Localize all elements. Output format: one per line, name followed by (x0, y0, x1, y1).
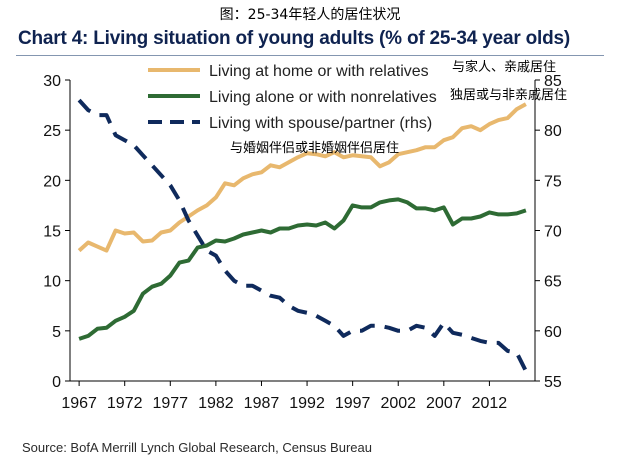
legend-label: Living at home or with relatives (209, 63, 429, 80)
x-tick-label: 1992 (289, 395, 325, 412)
legend-label: Living alone or with nonrelatives (209, 89, 437, 106)
left-tick-label: 30 (43, 73, 61, 90)
series-line-1 (77, 102, 527, 253)
x-tick-label: 1987 (244, 395, 280, 412)
legend: Living at home or with relatives Living a… (148, 63, 437, 132)
right-tick-label: 65 (544, 274, 562, 291)
series-annotation: 与家人、亲戚居住 (452, 59, 556, 75)
x-tick-label: 2002 (380, 395, 416, 412)
x-tick-label: 2012 (472, 395, 508, 412)
series-line-3 (77, 98, 528, 372)
left-tick-label: 0 (52, 374, 61, 391)
legend-label: Living with spouse/partner (rhs) (209, 115, 432, 132)
chart-title: Chart 4: Living situation of young adult… (18, 28, 570, 49)
left-tick-label: 15 (43, 224, 61, 241)
left-tick-label: 20 (43, 173, 61, 190)
right-tick-label: 55 (544, 374, 562, 391)
left-tick-label: 5 (52, 324, 61, 341)
right-tick-label: 75 (544, 173, 562, 190)
x-axis-ticks: 1967 1972 1977 1982 1987 1992 1997 2002 2007 2012 (61, 381, 507, 412)
series-annotation: 独居或与非亲戚居住 (450, 88, 567, 103)
left-tick-label: 10 (43, 274, 61, 291)
left-tick-label: 25 (43, 123, 61, 140)
x-tick-label: 1977 (152, 395, 188, 412)
x-tick-label: 2007 (426, 395, 462, 412)
right-tick-label: 85 (544, 73, 562, 90)
source-note: Source: BofA Merrill Lynch Global Resear… (22, 440, 372, 455)
right-tick-label: 60 (544, 324, 562, 341)
series-lines (77, 98, 528, 372)
right-tick-label: 80 (544, 123, 562, 140)
right-axis-ticks: 55 60 65 70 75 80 85 (535, 73, 562, 391)
left-axis-ticks: 0 5 10 15 20 25 30 (43, 73, 70, 391)
x-tick-label: 1982 (198, 395, 234, 412)
figure-caption: 图：25-34年轻人的居住状况 (219, 7, 401, 23)
right-tick-label: 70 (544, 224, 562, 241)
series-annotation: 与婚姻伴侣或非婚姻伴侣居住 (230, 141, 399, 156)
series-line-2 (78, 197, 527, 341)
x-tick-label: 1997 (335, 395, 371, 412)
title-divider (16, 55, 604, 56)
x-tick-label: 1967 (61, 395, 97, 412)
x-tick-label: 1972 (107, 395, 143, 412)
